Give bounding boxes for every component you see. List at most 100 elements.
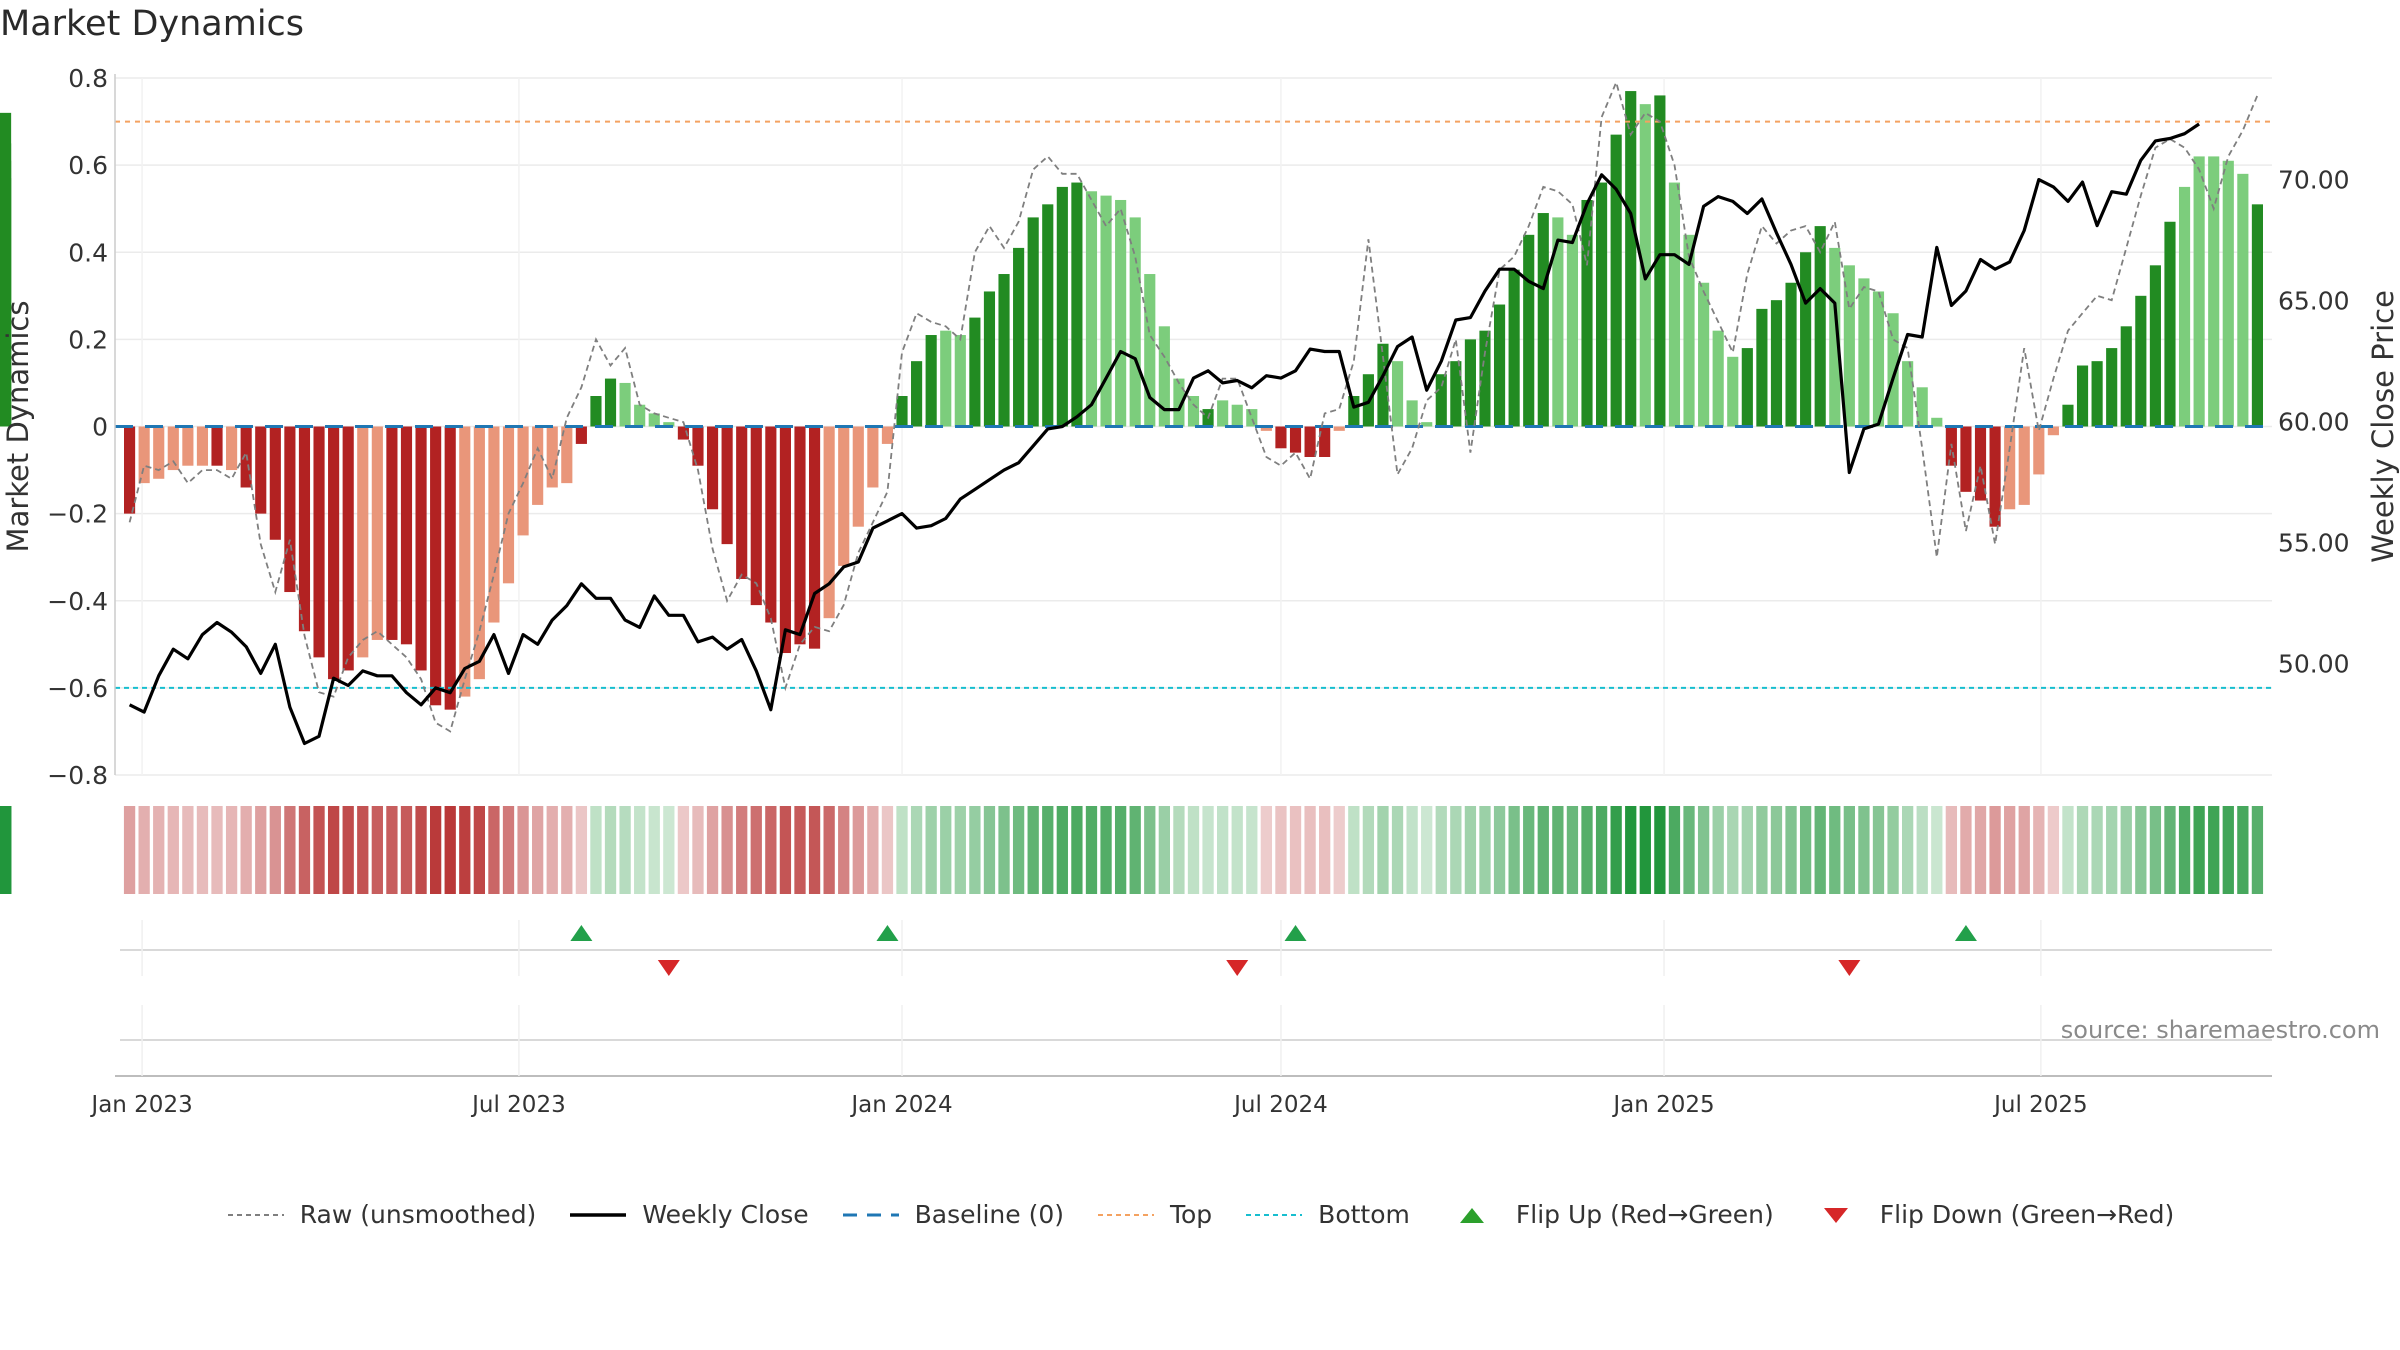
dynamics-bar <box>1304 426 1316 457</box>
x-tick-label: Jul 2024 <box>1232 1092 1328 1118</box>
legend-swatch-raw <box>227 1213 284 1216</box>
strength-cell <box>2135 806 2147 894</box>
dynamics-bar <box>284 426 296 593</box>
dynamics-bar <box>1974 426 1987 501</box>
strength-cell <box>1012 806 1025 894</box>
strength-cell <box>313 806 325 894</box>
strength-cell <box>1668 806 1681 894</box>
strength-cell <box>867 806 879 894</box>
strength-cell <box>1858 806 1870 894</box>
strength-cell <box>502 806 515 894</box>
strength-cell <box>1901 806 1914 894</box>
y-tick-label: 0.6 <box>68 151 108 180</box>
strength-cell <box>2193 806 2205 894</box>
strength-cell <box>604 806 617 894</box>
x-tick-label: Jan 2024 <box>849 1092 952 1118</box>
strength-cell <box>1639 806 1651 894</box>
strength-cell <box>954 806 966 894</box>
strength-cell <box>1056 806 1068 894</box>
dynamics-bar <box>881 426 894 444</box>
dynamics-bar <box>1071 182 1083 427</box>
strength-cell <box>1683 806 1695 894</box>
dynamics-bar <box>619 382 631 427</box>
legend-label-flip_down: Flip Down (Green→Red) <box>1879 1200 2175 1229</box>
dynamics-bar <box>1187 396 1200 427</box>
dynamics-bar <box>269 426 281 540</box>
axes-layer: −0.8 −0.6 −0.4 −0.2 0 0.2 0.4 0.6 0.8 50.00 55.00 6… <box>1 64 2400 790</box>
legend-label-close: Weekly Close <box>642 1200 809 1229</box>
dynamics-bar <box>1785 282 1797 427</box>
dynamics-bar <box>1902 361 1914 427</box>
dynamics-bar <box>1916 387 1928 427</box>
dynamics-bar <box>1173 378 1185 427</box>
flip-down-marker <box>1226 960 1249 976</box>
dynamics-bar <box>182 426 194 466</box>
dynamics-bar <box>1100 195 1112 427</box>
dynamics-bar <box>1698 282 1710 427</box>
strength-cell <box>1100 806 1112 894</box>
dynamics-bar <box>765 426 777 623</box>
strength-cell <box>1391 806 1404 894</box>
dynamics-bar <box>1056 186 1068 427</box>
strength-cell <box>2237 806 2249 894</box>
dynamics-bar <box>415 426 427 671</box>
dynamics-bar <box>0 112 12 427</box>
dynamics-bar <box>298 426 311 632</box>
strength-cell <box>1085 806 1098 894</box>
strength-cell <box>211 806 223 894</box>
strength-cell <box>1552 806 1564 894</box>
dynamics-bar <box>167 426 179 471</box>
dynamics-bar <box>400 426 413 645</box>
dynamics-bar <box>983 291 996 427</box>
strength-cell <box>1435 806 1447 894</box>
dynamics-bar <box>1406 400 1418 427</box>
dynamics-bar <box>721 426 733 545</box>
legend-swatch-top <box>1097 1213 1154 1216</box>
y-tick-label: 0.8 <box>68 64 108 93</box>
strength-cell <box>123 806 136 894</box>
dynamics-bar <box>852 426 864 527</box>
strength-cell <box>765 806 777 894</box>
dynamics-bar <box>1231 404 1243 427</box>
legend-label-flip_up: Flip Up (Red→Green) <box>1515 1200 1774 1229</box>
strength-cell <box>0 806 12 894</box>
strength-cell <box>138 806 150 894</box>
strength-cell <box>2222 806 2234 894</box>
strength-cell <box>1595 806 1608 894</box>
strength-cell <box>1114 806 1127 894</box>
strength-cell <box>1625 806 1637 894</box>
legend-item-raw: Raw (unsmoothed) <box>226 1200 537 1229</box>
strength-cell <box>1654 806 1666 894</box>
source-note: source: sharemaestro.com <box>2060 1016 2380 1044</box>
flip-up-marker <box>570 925 593 941</box>
legend-glyph-flip_down <box>1823 1207 1848 1223</box>
dynamics-bar <box>153 426 165 479</box>
dynamics-bar <box>2164 221 2176 427</box>
strength-cell <box>648 806 660 894</box>
legend-label-raw: Raw (unsmoothed) <box>299 1200 537 1229</box>
strength-cell <box>779 806 792 894</box>
strength-cell <box>852 806 864 894</box>
strength-cell <box>196 806 209 894</box>
dynamics-bar <box>1158 326 1170 427</box>
dynamics-bar <box>1333 426 1345 431</box>
x-tick-label: Jan 2023 <box>89 1092 192 1118</box>
strength-cell <box>459 806 471 894</box>
strength-cell <box>1217 806 1229 894</box>
y-tick-label: −0.2 <box>47 500 108 529</box>
dynamics-bar <box>1814 226 1826 427</box>
strength-cell <box>823 806 835 894</box>
dynamics-bar <box>1770 300 1783 427</box>
dynamics-bar <box>896 396 908 427</box>
y-tick-label: 0.2 <box>68 325 108 354</box>
dynamics-bar <box>2062 404 2074 427</box>
legend-item-close: Weekly Close <box>568 1200 809 1229</box>
y2-axis-title: Weekly Close Price <box>2366 290 2400 563</box>
x-tick-label: Jul 2025 <box>1992 1092 2088 1118</box>
dynamics-bar <box>1654 95 1666 427</box>
strength-cell <box>663 806 675 894</box>
dynamics-bar <box>1450 361 1462 427</box>
strength-cell <box>1333 806 1345 894</box>
strength-cell <box>1756 806 1768 894</box>
dynamics-bar <box>2106 348 2118 427</box>
